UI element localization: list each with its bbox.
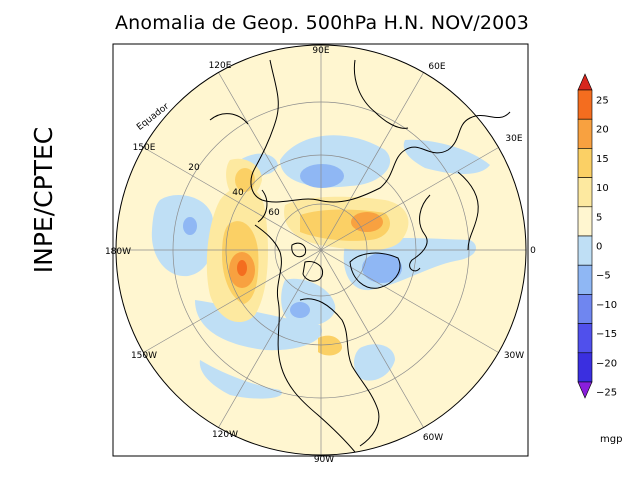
colorbar-bottom-arrow xyxy=(577,381,593,399)
negative-anomaly-tropical-atlantic xyxy=(354,344,395,381)
meridian-30E xyxy=(320,147,499,251)
colorbar-tick-label: 10 xyxy=(596,183,609,194)
coastline-greenland xyxy=(349,252,401,289)
meridian-120E xyxy=(218,72,322,251)
coastline-central-asia xyxy=(353,59,409,129)
colorbar-segment xyxy=(577,235,593,266)
colorbar-tick-label: 20 xyxy=(596,125,609,136)
map-boundary xyxy=(115,44,527,456)
coastline-east-asia xyxy=(209,113,249,125)
label-lat-60: 60 xyxy=(268,208,280,218)
label-30W: 30W xyxy=(504,351,524,361)
colorbar-segment xyxy=(577,323,593,354)
colorbar-tick-label: −5 xyxy=(596,271,611,282)
label-lat-40: 40 xyxy=(232,188,244,198)
label-90E: 90E xyxy=(312,46,329,56)
colorbar-segment xyxy=(577,352,593,383)
coastline-bering xyxy=(257,189,268,223)
label-60W: 60W xyxy=(423,433,443,443)
positive-anomaly-atlantic-small xyxy=(318,335,342,356)
colorbar-tick-label: 0 xyxy=(596,242,602,253)
label-lat-20: 20 xyxy=(188,163,200,173)
colorbar-unit: mgp xyxy=(600,434,622,445)
colorbar-tick-label: 5 xyxy=(596,212,602,223)
colorbar-segment xyxy=(577,264,593,295)
coastline-north-america-east xyxy=(299,298,380,447)
meridian-120W xyxy=(218,249,322,428)
colorbar-segment xyxy=(577,89,593,120)
colorbar-tick-label: −10 xyxy=(596,300,617,311)
label-150W: 150W xyxy=(131,351,157,361)
label-120W: 120W xyxy=(212,430,238,440)
coastline-arctic-islands xyxy=(302,261,324,282)
negative-anomaly-siberia-core xyxy=(300,164,344,188)
label-0: 0 xyxy=(530,246,536,256)
negative-anomaly-atlantic-core xyxy=(362,253,402,283)
colorbar-segment xyxy=(577,148,593,178)
coastline-western-europe xyxy=(457,171,479,251)
label-90W: 90W xyxy=(314,455,334,465)
colorbar-tick-label: 25 xyxy=(596,96,609,107)
meridian-60W xyxy=(320,249,424,428)
colorbar-tick-label: −15 xyxy=(596,329,617,340)
negative-anomaly-subtropics xyxy=(199,360,282,399)
colorbar-tick-label: −20 xyxy=(596,358,617,369)
colorbar: 25 20 15 10 5 0 −5 −10 −15 −20 −25 mgp xyxy=(577,73,622,445)
positive-anomaly-kamchatka-core xyxy=(235,168,255,192)
meridian-150E xyxy=(143,147,322,251)
colorbar-segment xyxy=(577,294,593,324)
negative-anomaly-northpacific-core xyxy=(183,217,197,235)
map-frame xyxy=(112,43,529,457)
label-30E: 30E xyxy=(505,134,522,144)
coastline-eurasia-north xyxy=(250,59,511,203)
label-60E: 60E xyxy=(428,62,445,72)
colorbar-segment xyxy=(577,177,593,208)
negative-anomaly-canada-core xyxy=(290,302,310,318)
coastlines xyxy=(209,59,511,453)
negative-anomaly-northpacific xyxy=(151,195,215,277)
positive-anomaly-siberia-arctic-high xyxy=(351,212,383,232)
coastline-north-america-west xyxy=(254,224,356,453)
positive-anomaly-alaska-max xyxy=(237,260,247,276)
colorbar-segment xyxy=(577,206,593,237)
label-120E: 120E xyxy=(209,61,232,71)
colorbar-tick-label: −25 xyxy=(596,388,617,399)
coastline-scandinavia xyxy=(409,194,431,272)
meridian-150W xyxy=(143,249,322,353)
colorbar-top-arrow xyxy=(577,73,593,91)
graticule xyxy=(116,45,526,455)
coastline-arctic-island-small xyxy=(291,242,307,258)
meridian-60E xyxy=(320,72,424,251)
colorbar-tick-label: 15 xyxy=(596,154,609,165)
label-150E: 150E xyxy=(133,143,156,153)
label-180W: 180W xyxy=(105,247,131,257)
map-title: Anomalia de Geop. 500hPa H.N. NOV/2003 xyxy=(114,12,530,34)
negative-anomaly-europe xyxy=(403,139,490,174)
colorbar-segment xyxy=(577,118,593,149)
